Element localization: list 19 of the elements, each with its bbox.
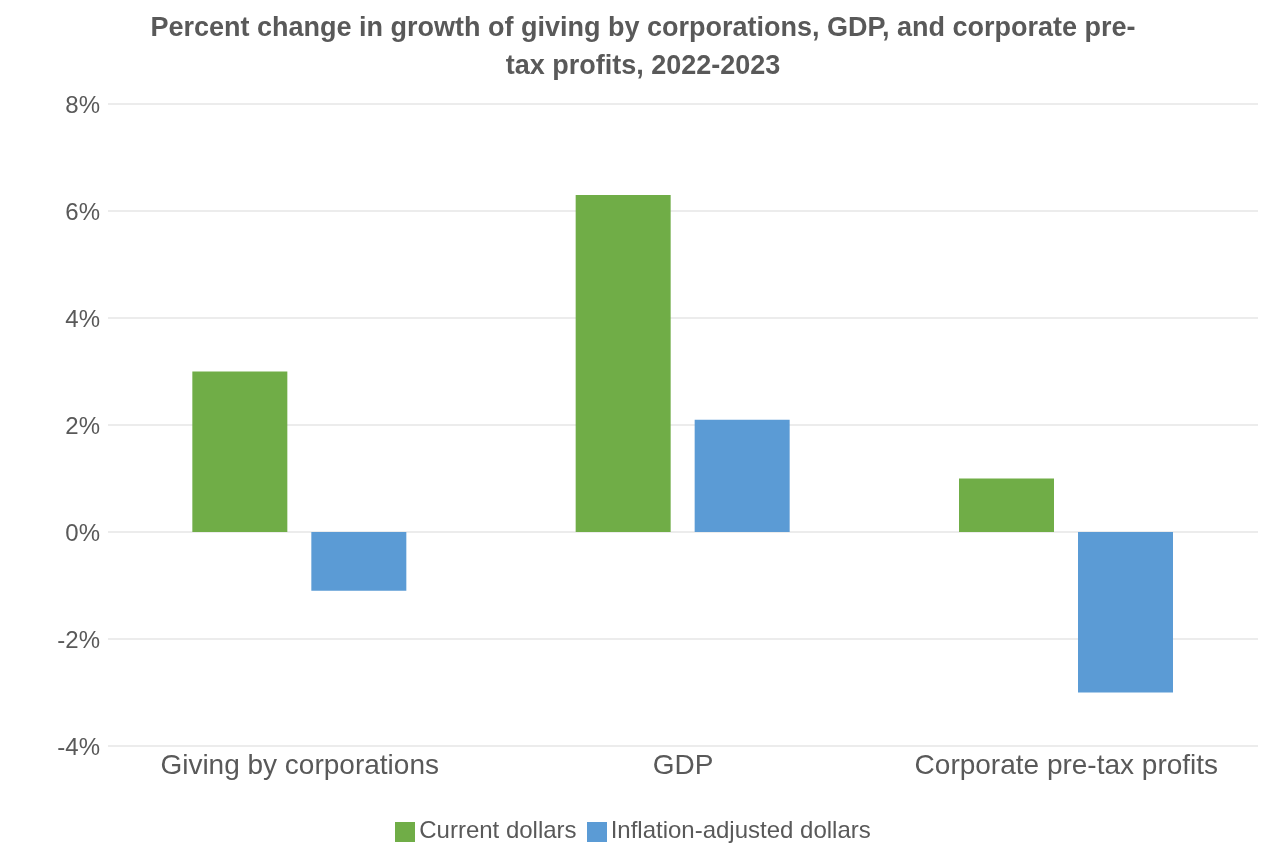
bar [694,419,790,532]
y-tick-label: 4% [65,304,100,332]
legend-label: Current dollars [419,816,577,843]
bar [959,478,1054,532]
x-tick-label: Giving by corporations [160,748,439,780]
legend-label: Inflation-adjusted dollars [610,816,871,843]
chart-title: Percent change in growth of giving by corporations, GDP, and corporate pre-tax profits, 2022-2023 [149,11,1137,82]
y-tick-label: -4% [57,732,100,760]
y-tick-label: 2% [65,411,100,439]
y-tick-label: 8% [65,90,100,118]
bar [575,194,671,532]
bar [311,532,407,591]
y-tick-label: 0% [65,518,100,546]
y-tick-label: -2% [57,625,100,653]
bar [192,371,288,532]
x-tick-label: GDP [652,748,714,780]
y-tick-label: 6% [65,197,100,225]
x-tick-label: Corporate pre-tax profits [914,748,1219,780]
bar [1078,532,1173,693]
